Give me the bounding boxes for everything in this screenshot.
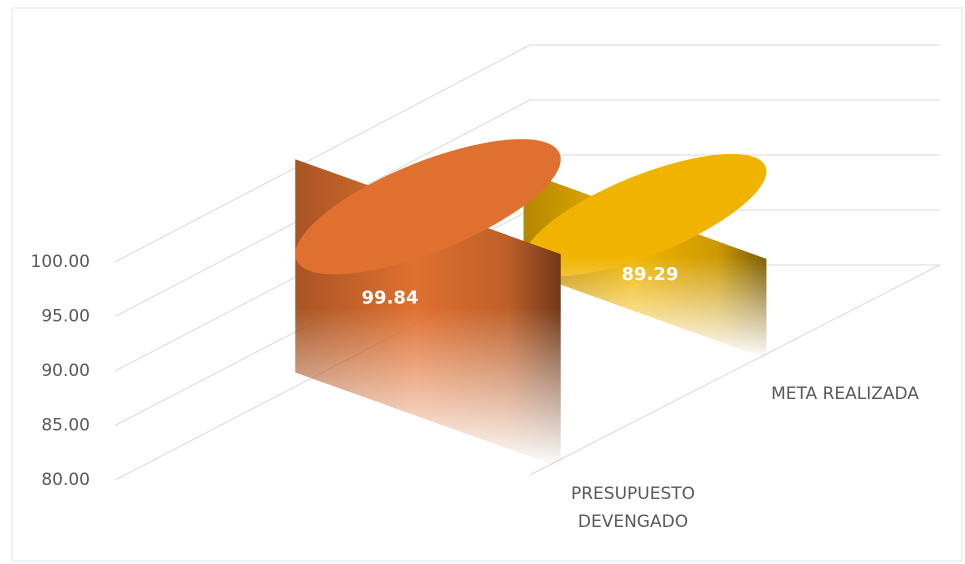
- bar-group: [295, 139, 561, 468]
- y-tick-label: 90.00: [41, 361, 90, 381]
- bar-group: [523, 153, 767, 359]
- y-tick-label: 100.00: [31, 252, 90, 272]
- floor-edge: [529, 264, 941, 476]
- chart-border: [11, 7, 963, 562]
- data-label: 89.29: [622, 264, 679, 285]
- y-tick-label: 85.00: [41, 416, 90, 436]
- x-category-label: PRESUPUESTO DEVENGADO: [570, 484, 696, 532]
- grid-line: [114, 44, 940, 263]
- y-tick-label: 95.00: [41, 307, 90, 327]
- grid-line: [114, 99, 940, 317]
- x-category-label: META REALIZADA: [771, 384, 919, 404]
- bar-top: [523, 153, 767, 277]
- data-label: 99.84: [362, 288, 419, 309]
- bar-top: [295, 139, 561, 275]
- y-tick-label: 80.00: [41, 470, 90, 490]
